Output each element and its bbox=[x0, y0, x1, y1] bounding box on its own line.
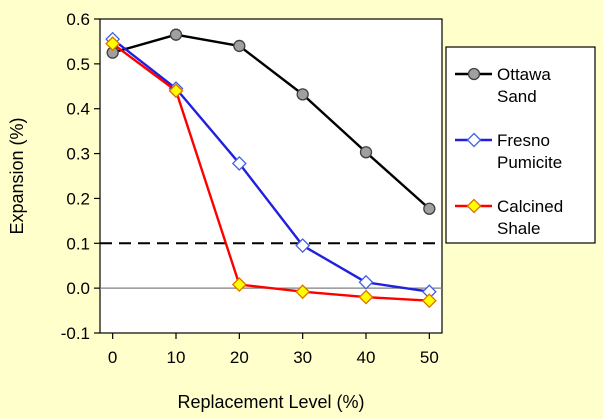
legend-item-1: Fresno Pumicite bbox=[455, 131, 562, 172]
legend-item-0: Ottawa Sand bbox=[455, 65, 551, 106]
x-tick-label: 20 bbox=[230, 348, 249, 367]
legend-label: Pumicite bbox=[497, 153, 562, 172]
series-0 bbox=[106, 28, 436, 215]
data-point bbox=[358, 289, 374, 305]
data-point bbox=[169, 28, 183, 41]
legend-marker bbox=[466, 132, 482, 148]
data-point bbox=[296, 88, 309, 101]
legend-marker bbox=[466, 198, 482, 214]
data-point bbox=[233, 39, 246, 53]
x-tick-label: 30 bbox=[293, 348, 312, 367]
y-tick-label: 0.1 bbox=[66, 234, 90, 253]
data-point bbox=[231, 156, 247, 171]
y-tick-label: 0.3 bbox=[66, 145, 90, 164]
x-tick-label: 10 bbox=[167, 348, 186, 367]
y-tick-label: 0.5 bbox=[66, 55, 90, 74]
y-tick-label: 0.2 bbox=[66, 189, 90, 208]
data-point bbox=[295, 284, 311, 300]
x-tick-label: 40 bbox=[357, 348, 376, 367]
legend-box bbox=[445, 46, 596, 244]
x-tick-label: 50 bbox=[420, 348, 439, 367]
data-point bbox=[358, 274, 374, 290]
data-point bbox=[168, 83, 184, 99]
data-point bbox=[231, 277, 247, 292]
legend-label: Sand bbox=[497, 87, 537, 106]
data-point bbox=[359, 146, 373, 159]
legend-label: Calcined bbox=[497, 197, 563, 216]
x-tick-label: 0 bbox=[108, 348, 117, 367]
legend: Ottawa Sand Fresno Pumicite Calcined Shale bbox=[455, 65, 563, 238]
y-tick-label: -0.1 bbox=[61, 324, 90, 343]
legend-label: Fresno bbox=[497, 131, 550, 150]
legend-marker bbox=[467, 67, 481, 81]
series-line-2 bbox=[111, 42, 430, 302]
data-point bbox=[421, 293, 437, 309]
y-axis-ticks: 0.6 0.5 0.4 0.3 0.2 0.1 0.0 -0.1 bbox=[61, 10, 100, 343]
y-tick-label: 0.0 bbox=[66, 279, 90, 298]
data-point bbox=[295, 238, 311, 253]
data-point bbox=[423, 202, 436, 215]
legend-label: Shale bbox=[497, 219, 540, 238]
y-tick-label: 0.4 bbox=[66, 100, 90, 119]
y-axis-title: Expansion (%) bbox=[7, 117, 27, 234]
x-axis-ticks: 0 10 20 30 40 50 bbox=[108, 333, 439, 367]
legend-item-2: Calcined Shale bbox=[455, 197, 563, 238]
legend-label: Ottawa bbox=[497, 65, 551, 84]
series-2 bbox=[105, 36, 437, 309]
series-line-0 bbox=[112, 33, 431, 210]
y-tick-label: 0.6 bbox=[66, 10, 90, 29]
series-line-1 bbox=[111, 38, 430, 293]
x-axis-title: Replacement Level (%) bbox=[177, 392, 364, 412]
series-layer bbox=[105, 28, 437, 309]
series-1 bbox=[105, 31, 437, 300]
data-point bbox=[105, 36, 121, 52]
